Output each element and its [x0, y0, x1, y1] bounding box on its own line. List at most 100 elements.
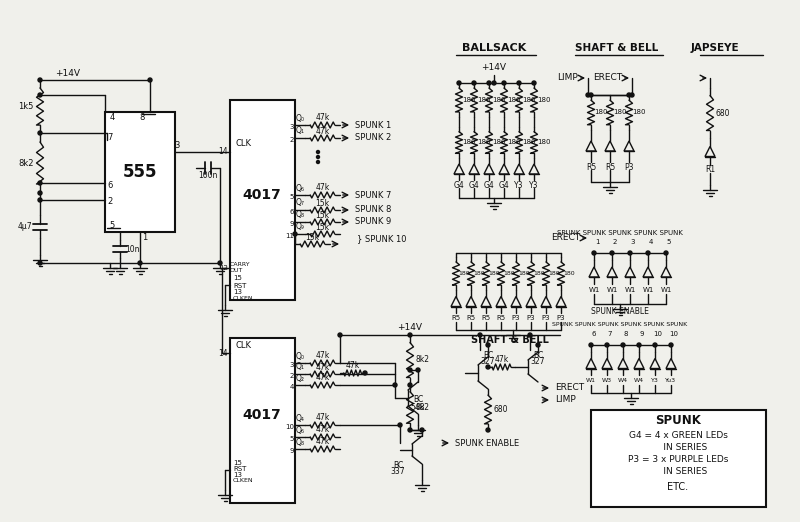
Circle shape	[478, 333, 482, 337]
Text: 2: 2	[290, 137, 294, 143]
Text: 180: 180	[488, 271, 500, 276]
Text: 180: 180	[537, 139, 550, 146]
Text: 180: 180	[533, 271, 545, 276]
Text: 8: 8	[624, 331, 628, 337]
Text: 4μ7: 4μ7	[18, 222, 33, 231]
Text: 180: 180	[594, 110, 607, 115]
Text: 2: 2	[613, 239, 617, 245]
Text: W4: W4	[634, 378, 644, 384]
Text: 180: 180	[522, 139, 535, 146]
Circle shape	[38, 181, 42, 185]
Bar	[230, 338, 295, 503]
Text: 180: 180	[548, 271, 560, 276]
Circle shape	[408, 368, 412, 372]
Text: 180: 180	[522, 97, 535, 103]
Text: 100n: 100n	[198, 171, 218, 180]
Circle shape	[38, 93, 42, 97]
Circle shape	[487, 81, 491, 85]
Circle shape	[589, 93, 593, 97]
Text: Q₂: Q₂	[296, 374, 305, 383]
Text: 14: 14	[218, 148, 228, 157]
Circle shape	[293, 232, 297, 236]
Text: 337: 337	[390, 468, 406, 477]
Circle shape	[621, 343, 625, 347]
Text: 9: 9	[640, 331, 644, 337]
Text: G4: G4	[454, 181, 464, 189]
Text: W1: W1	[660, 287, 672, 293]
Text: 4017: 4017	[242, 188, 282, 202]
Text: 47k: 47k	[315, 425, 330, 434]
Circle shape	[528, 333, 532, 337]
Text: +14V: +14V	[55, 68, 81, 77]
Text: 15: 15	[233, 460, 242, 466]
Circle shape	[38, 191, 42, 195]
Text: Q₈: Q₈	[296, 437, 305, 446]
Text: 180: 180	[477, 97, 490, 103]
Text: BC: BC	[483, 350, 493, 360]
Text: 13: 13	[233, 289, 242, 295]
Text: P3 = 3 x PURPLE LEDs: P3 = 3 x PURPLE LEDs	[628, 456, 728, 465]
Text: 4: 4	[649, 239, 653, 245]
Text: JAPSEYE: JAPSEYE	[690, 43, 739, 53]
Circle shape	[38, 261, 42, 265]
Text: 180: 180	[518, 271, 530, 276]
Text: SPUNK ENABLE: SPUNK ENABLE	[591, 307, 649, 316]
Circle shape	[605, 343, 609, 347]
Circle shape	[317, 156, 319, 159]
Circle shape	[472, 81, 476, 85]
Text: W1: W1	[586, 378, 596, 384]
Text: BC: BC	[413, 396, 423, 405]
Text: 180: 180	[507, 139, 521, 146]
Bar	[591, 410, 766, 507]
Text: 5: 5	[290, 436, 294, 442]
Text: ETC.: ETC.	[667, 482, 689, 492]
Circle shape	[457, 81, 461, 85]
Text: 2: 2	[290, 373, 294, 379]
Text: Q₇: Q₇	[296, 198, 305, 208]
Text: 47k: 47k	[315, 126, 330, 136]
Text: 180: 180	[537, 97, 550, 103]
Text: Q₉: Q₉	[296, 222, 305, 231]
Text: R1: R1	[705, 165, 715, 174]
Text: W1: W1	[588, 287, 600, 293]
Text: 9: 9	[290, 221, 294, 227]
Text: 327: 327	[481, 358, 495, 366]
Text: ERECT: ERECT	[551, 233, 580, 243]
Text: 47k: 47k	[315, 351, 330, 361]
Text: SPUNK 7: SPUNK 7	[355, 191, 391, 199]
Circle shape	[38, 78, 42, 82]
Text: 180: 180	[503, 271, 514, 276]
Text: 3: 3	[290, 124, 294, 130]
Text: 1: 1	[142, 232, 148, 242]
Circle shape	[610, 251, 614, 255]
Text: Y3: Y3	[530, 181, 538, 189]
Text: CLKEN: CLKEN	[233, 479, 254, 483]
Text: Q₁: Q₁	[296, 126, 305, 136]
Text: G4 = 4 x GREEN LEDs: G4 = 4 x GREEN LEDs	[629, 431, 727, 440]
Text: W1: W1	[624, 287, 636, 293]
Text: 10: 10	[285, 424, 294, 430]
Text: ERECT: ERECT	[593, 74, 622, 82]
Text: CLK: CLK	[235, 139, 251, 148]
Text: BALLSACK: BALLSACK	[462, 43, 526, 53]
Text: R5: R5	[605, 162, 615, 172]
Text: 5: 5	[290, 194, 294, 200]
Text: 6: 6	[107, 181, 113, 189]
Text: R5: R5	[466, 315, 475, 321]
Text: 1k5: 1k5	[18, 102, 34, 111]
Circle shape	[492, 81, 496, 85]
Text: 180: 180	[462, 139, 475, 146]
Text: 11: 11	[285, 233, 294, 239]
Text: Y3: Y3	[651, 378, 659, 384]
Text: W1: W1	[642, 287, 654, 293]
Text: 6: 6	[592, 331, 596, 337]
Circle shape	[630, 93, 634, 97]
Text: BC: BC	[393, 460, 403, 469]
Text: 8k2: 8k2	[415, 355, 429, 364]
Circle shape	[408, 333, 412, 337]
Text: SHAFT & BELL: SHAFT & BELL	[471, 335, 549, 345]
Circle shape	[628, 251, 632, 255]
Circle shape	[317, 160, 319, 163]
Circle shape	[218, 261, 222, 265]
Text: SPUNK SPUNK SPUNK SPUNK SPUNK: SPUNK SPUNK SPUNK SPUNK SPUNK	[557, 230, 683, 236]
